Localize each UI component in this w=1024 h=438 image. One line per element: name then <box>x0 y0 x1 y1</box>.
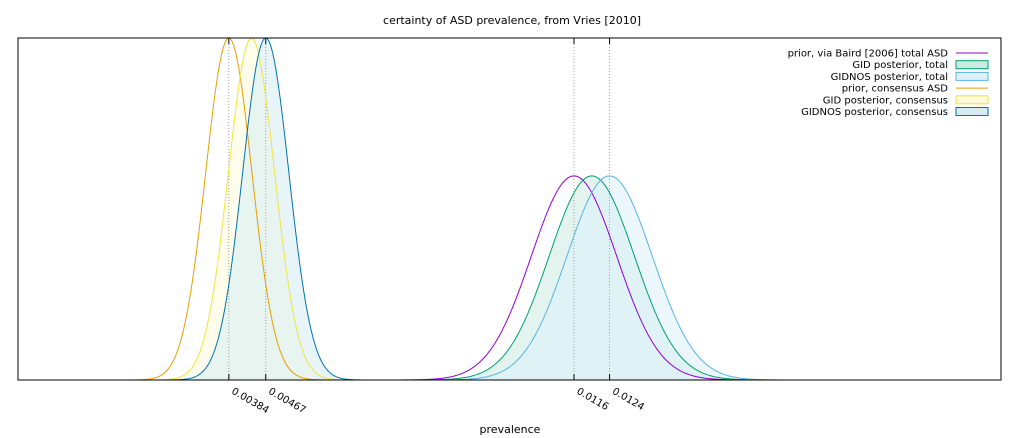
legend-label: prior, via Baird [2006] total ASD <box>788 49 949 60</box>
legend-label: GIDNOS posterior, consensus <box>801 107 948 118</box>
x-tick-label: 0.0116 <box>574 386 610 413</box>
chart-title: certainty of ASD prevalence, from Vries … <box>383 14 641 27</box>
legend-swatch <box>955 107 989 116</box>
plot-border <box>17 37 1002 381</box>
x-tick-label: 0.00467 <box>266 386 307 416</box>
legend-swatch <box>955 95 989 105</box>
series-fills <box>154 38 789 380</box>
legend-label: GIDNOS posterior, total <box>831 72 948 83</box>
legend-label: prior, consensus ASD <box>842 84 949 95</box>
x-axis-label: prevalence <box>480 423 541 436</box>
x-tick-label: 0.0124 <box>610 386 646 413</box>
legend-swatch <box>955 60 989 70</box>
line-gid-posterior-total <box>412 175 772 381</box>
legend-label: GID posterior, total <box>852 60 948 71</box>
line-prior-via-baird-2006-total-asd <box>394 175 754 381</box>
legend-swatch <box>955 71 989 81</box>
area-gidnos-posterior-total <box>430 175 789 380</box>
line-gidnos-posterior-total <box>430 175 789 381</box>
legend-label: GID posterior, consensus <box>823 95 948 106</box>
x-tick-label: 0.00384 <box>229 386 270 416</box>
